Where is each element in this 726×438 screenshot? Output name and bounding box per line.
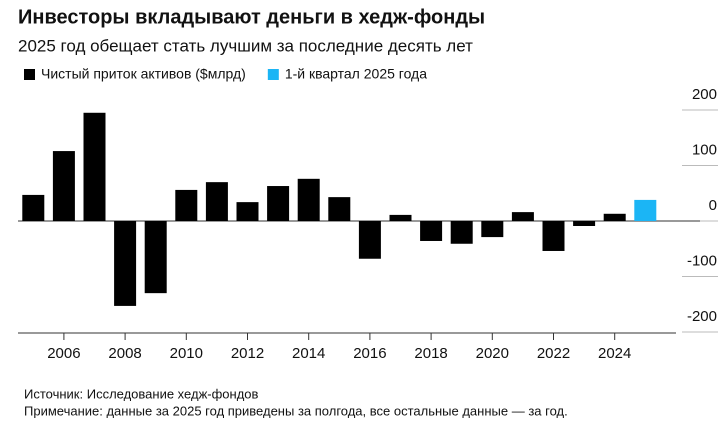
source: Источник: Исследование хедж-фондов xyxy=(24,386,259,401)
bar xyxy=(511,212,534,221)
legend-swatch xyxy=(24,69,35,80)
chart-subtitle: 2025 год обещает стать лучшим за последн… xyxy=(18,36,473,55)
bar xyxy=(542,221,565,251)
bar xyxy=(175,189,198,221)
bar xyxy=(634,199,657,221)
y-tick-label: 100 xyxy=(692,141,717,158)
x-tick-label: 2012 xyxy=(231,345,264,362)
legend-label: Чистый приток активов ($млрд) xyxy=(41,66,246,82)
bar xyxy=(83,112,106,221)
legend-label: 1-й квартал 2025 года xyxy=(285,66,427,82)
bar xyxy=(267,186,290,221)
y-tick-label: -200 xyxy=(687,308,717,325)
x-tick-label: 2018 xyxy=(414,345,447,362)
bar xyxy=(144,221,167,294)
y-tick-label: 200 xyxy=(692,86,717,103)
x-tick-label: 2016 xyxy=(353,345,386,362)
bar xyxy=(450,221,473,244)
bar xyxy=(114,221,137,306)
bar xyxy=(205,182,228,221)
y-tick-label: 0 xyxy=(709,197,717,214)
bar xyxy=(22,194,45,221)
bar xyxy=(297,178,320,221)
legend-swatch xyxy=(267,69,279,80)
x-tick-label: 2006 xyxy=(47,345,80,362)
bar xyxy=(236,202,259,221)
chart-title: Инвесторы вкладывают деньги в хедж-фонды xyxy=(18,6,485,28)
bar xyxy=(573,221,596,226)
bar xyxy=(389,214,412,221)
bar xyxy=(603,213,626,221)
note: Примечание: данные за 2025 год приведены… xyxy=(24,403,568,418)
bar xyxy=(52,151,75,221)
y-tick-label: -100 xyxy=(687,252,717,269)
x-tick-label: 2022 xyxy=(537,345,570,362)
bar xyxy=(420,221,443,241)
x-tick-label: 2020 xyxy=(476,345,509,362)
x-tick-label: 2014 xyxy=(292,345,325,362)
bar xyxy=(481,221,504,238)
x-tick-label: 2024 xyxy=(598,345,631,362)
x-tick-label: 2010 xyxy=(170,345,203,362)
x-tick-label: 2008 xyxy=(108,345,141,362)
bar xyxy=(358,221,381,259)
bar xyxy=(328,197,351,221)
